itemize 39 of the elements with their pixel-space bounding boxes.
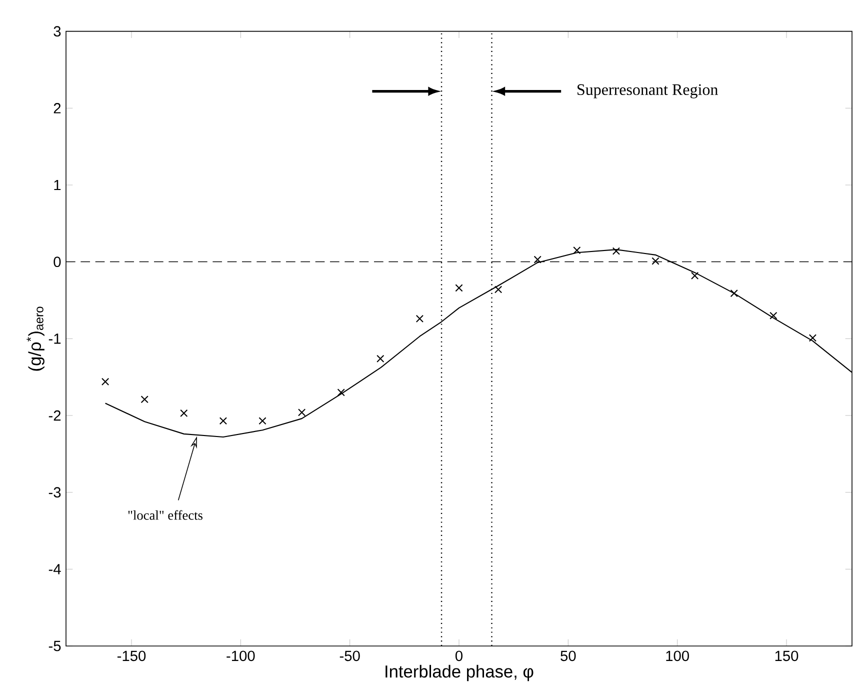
point bbox=[612, 247, 620, 255]
point bbox=[376, 354, 384, 362]
y-tick-label: 0 bbox=[54, 256, 61, 268]
x-axis-title: Interblade phase, φ bbox=[386, 664, 534, 682]
point bbox=[494, 286, 502, 294]
point bbox=[140, 396, 148, 404]
point bbox=[770, 312, 778, 320]
point bbox=[808, 334, 817, 342]
point bbox=[573, 246, 581, 254]
annotation: "local" effects bbox=[128, 510, 202, 520]
x-tick-label: -150 bbox=[117, 650, 146, 662]
y-tick-label: -2 bbox=[48, 410, 61, 421]
x-tick-label: -100 bbox=[226, 650, 255, 662]
point bbox=[534, 256, 542, 264]
y-tick-label: 1 bbox=[54, 180, 61, 190]
point bbox=[455, 284, 463, 292]
y-tick-label: -1 bbox=[48, 334, 61, 344]
y-tick-label: -5 bbox=[48, 640, 61, 652]
point bbox=[690, 272, 699, 280]
y-axis-title: (g/ρ$^{*}$)$_{aero}$ bbox=[26, 306, 44, 371]
y-tick-label: 3 bbox=[54, 26, 61, 37]
y-tick-label: 2 bbox=[54, 103, 61, 114]
y-tick-label: -3 bbox=[48, 487, 61, 498]
point bbox=[101, 378, 110, 386]
point bbox=[337, 388, 345, 396]
point bbox=[730, 290, 738, 298]
point bbox=[416, 314, 424, 323]
point bbox=[219, 417, 228, 425]
x-tick-label: -50 bbox=[340, 650, 360, 662]
x-tick-label: 0 bbox=[455, 650, 462, 662]
x-tick-label: 50 bbox=[560, 650, 576, 662]
annotation: Superresonant Region bbox=[578, 84, 718, 98]
x-tick-label: 100 bbox=[666, 650, 689, 662]
y-tick-label: -4 bbox=[48, 564, 61, 574]
point bbox=[180, 409, 188, 418]
x-tick-label: 150 bbox=[775, 650, 798, 662]
point bbox=[298, 408, 306, 416]
point bbox=[258, 417, 266, 425]
point bbox=[652, 257, 660, 265]
